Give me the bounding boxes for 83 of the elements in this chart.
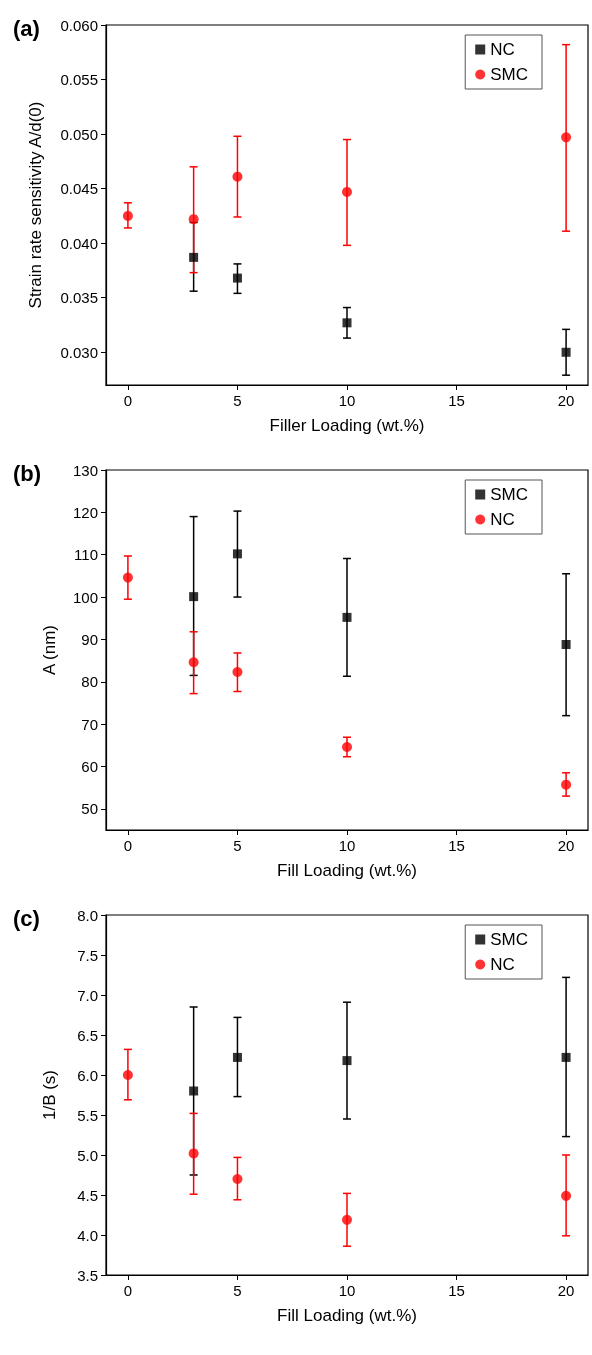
point xyxy=(342,186,352,197)
point xyxy=(122,1070,133,1080)
y-axis-title: A (nm) xyxy=(40,624,59,676)
y-tick-label: 8.0 xyxy=(77,906,98,924)
y-tick-label: 90 xyxy=(81,630,98,648)
point xyxy=(561,779,572,790)
x-tick-label: 15 xyxy=(448,392,465,409)
y-tick-label: 7.5 xyxy=(77,946,98,964)
y-tick-label: 6.5 xyxy=(77,1026,98,1044)
y-tick-label: 120 xyxy=(72,503,98,521)
point xyxy=(189,1086,199,1096)
point xyxy=(188,214,199,225)
y-tick-label: 5.5 xyxy=(77,1106,98,1124)
point xyxy=(561,1190,572,1201)
point xyxy=(232,1174,243,1184)
x-tick-label: 5 xyxy=(233,1282,242,1299)
x-tick-label: 5 xyxy=(233,837,242,854)
point xyxy=(561,132,572,143)
chart-title: (b) xyxy=(13,460,42,486)
x-tick-label: 5 xyxy=(233,392,242,409)
y-tick-label: 3.5 xyxy=(77,1266,98,1284)
point xyxy=(189,252,199,262)
x-tick-label: 10 xyxy=(338,392,356,409)
y-tick-label: 50 xyxy=(81,800,98,818)
y-tick-label: 0.030 xyxy=(60,343,98,361)
x-tick-label: 15 xyxy=(448,1282,465,1299)
x-axis-title: Fill Loading (wt.%) xyxy=(277,1306,417,1325)
legend-label: SMC xyxy=(490,65,528,84)
y-tick-label: 0.060 xyxy=(60,16,98,34)
x-tick-label: 20 xyxy=(557,837,575,854)
x-tick-label: 15 xyxy=(448,837,465,854)
point xyxy=(232,549,242,559)
x-axis-title: Filler Loading (wt.%) xyxy=(269,416,425,435)
y-tick-label: 60 xyxy=(81,757,98,775)
point xyxy=(561,347,571,357)
y-tick-label: 5.0 xyxy=(77,1146,98,1164)
point xyxy=(232,273,242,283)
x-tick-label: 20 xyxy=(557,392,575,409)
chart-title: (a) xyxy=(13,15,40,41)
y-tick-label: 0.045 xyxy=(60,180,98,198)
y-tick-label: 6.0 xyxy=(77,1066,98,1084)
y-tick-label: 0.035 xyxy=(60,289,98,307)
point xyxy=(561,1052,571,1062)
y-axis-title: Strain rate sensitivity A/d(0) xyxy=(26,101,45,309)
y-tick-label: 100 xyxy=(72,588,98,606)
x-tick-label: 20 xyxy=(557,1282,575,1299)
legend-label: SMC xyxy=(490,930,528,949)
point xyxy=(342,318,352,328)
y-axis-title: 1/B (s) xyxy=(40,1069,59,1121)
legend-label: SMC xyxy=(490,485,528,504)
x-tick-label: 0 xyxy=(123,1282,133,1299)
point xyxy=(342,1214,352,1225)
y-tick-label: 70 xyxy=(81,715,98,733)
point xyxy=(188,657,199,668)
y-tick-label: 4.5 xyxy=(77,1186,98,1204)
legend-label: NC xyxy=(490,40,515,59)
y-tick-label: 0.040 xyxy=(60,234,98,252)
chart-title: (c) xyxy=(13,905,40,931)
y-tick-label: 4.0 xyxy=(77,1226,98,1244)
x-axis-title: Fill Loading (wt.%) xyxy=(277,861,417,880)
legend-label: NC xyxy=(490,510,515,529)
y-tick-label: 0.050 xyxy=(60,125,98,143)
x-tick-label: 10 xyxy=(338,837,356,854)
y-tick-label: 130 xyxy=(72,461,98,479)
point xyxy=(189,592,199,602)
y-tick-label: 110 xyxy=(74,546,98,564)
point xyxy=(122,572,133,583)
point xyxy=(232,1052,242,1062)
point xyxy=(561,639,571,649)
point xyxy=(342,741,352,752)
x-tick-label: 0 xyxy=(123,392,133,409)
point xyxy=(342,612,352,622)
point xyxy=(232,667,243,678)
x-tick-label: 10 xyxy=(338,1282,356,1299)
point xyxy=(342,1056,352,1066)
y-tick-label: 0.055 xyxy=(60,71,98,89)
point xyxy=(188,1148,199,1159)
y-tick-label: 7.0 xyxy=(77,986,98,1004)
legend-label: NC xyxy=(490,955,515,974)
point xyxy=(122,210,133,221)
point xyxy=(232,171,243,182)
y-tick-label: 80 xyxy=(81,673,98,691)
x-tick-label: 0 xyxy=(123,837,133,854)
